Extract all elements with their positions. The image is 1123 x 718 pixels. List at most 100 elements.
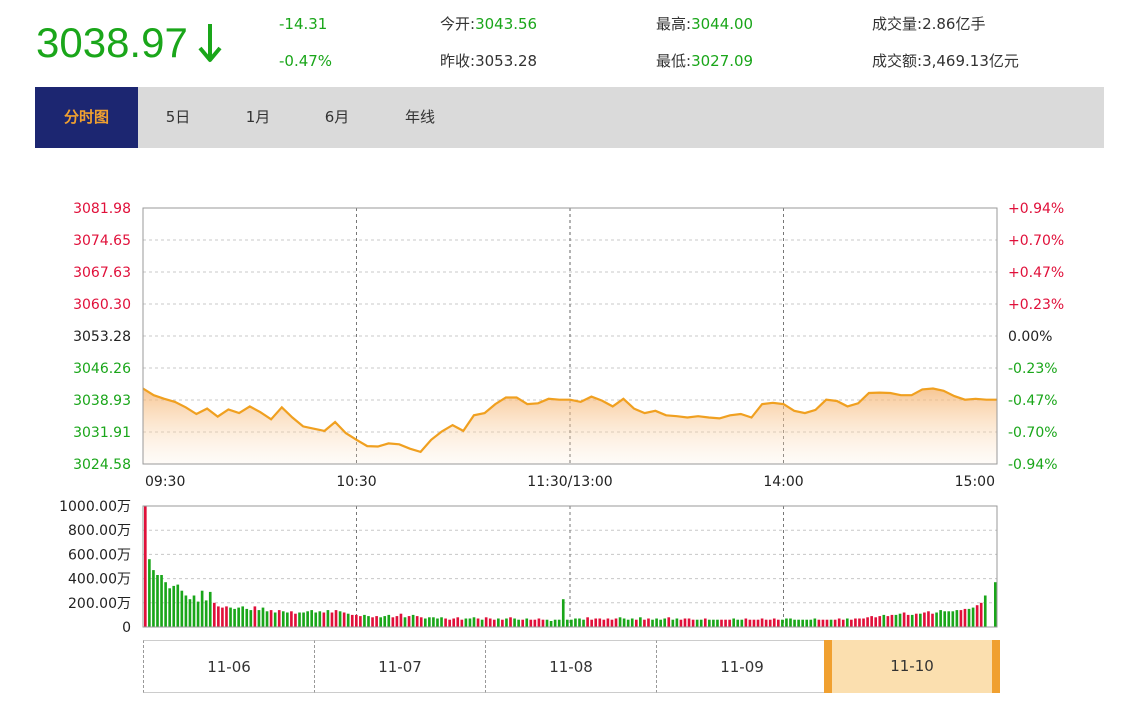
volume-bar [200,590,204,627]
volume-bar [269,610,273,627]
volume-bar [440,617,443,627]
change-percent: -0.47% [279,52,333,70]
volume-bar [570,619,573,627]
volume-bar [594,618,598,627]
percent-axis-tick: -0.94% [1008,457,1058,473]
volume-bar [951,611,955,627]
tab-yearly[interactable]: 年线 [404,108,435,126]
volume-axis-tick: 0 [122,620,131,636]
volume-bar [249,610,253,627]
volume-bar [606,618,610,627]
time-axis-tick: 09:30 [145,474,185,490]
price-axis-tick: 3038.93 [73,393,131,409]
volume-bar [947,611,951,627]
volume-bar [882,614,886,627]
volume-bar [517,619,520,627]
volume-bar [294,613,297,627]
open-price: 今开:3043.56 [440,15,538,33]
volume-bar [614,618,618,627]
volume-bar [290,611,293,627]
volume-bar [927,611,930,627]
volume-bar [667,617,671,627]
volume-bar [302,612,305,627]
volume-bar [716,619,719,627]
volume-bar [403,617,407,627]
tab-5-day[interactable]: 5日 [165,108,191,126]
tab-1-month[interactable]: 1月 [245,108,271,126]
volume-bar [387,614,391,627]
volume-bar [355,614,358,627]
volume-bar [521,619,525,627]
volume-bar [574,618,577,627]
volume-bar [870,616,873,627]
date-cell-1[interactable]: 11-06 [143,640,314,693]
percent-axis-tick: +0.70% [1008,233,1064,249]
volume-bar [939,610,942,627]
date-cell-selected[interactable]: 11-10 [824,640,1000,693]
volume-bar [383,616,387,627]
volume-bar [371,617,374,627]
volume-bar [898,613,902,627]
volume-bar [586,617,589,627]
volume-bar [967,608,971,627]
volume-bar [436,618,439,627]
volume-stat: 成交量:2.86亿手 [872,15,986,33]
volume-bar [712,619,715,627]
volume-bar [858,618,861,627]
price-axis-tick: 3081.98 [73,201,131,217]
date-cell-3[interactable]: 11-08 [485,640,656,693]
tab-6-month[interactable]: 6月 [324,108,350,126]
volume-bar [797,619,800,627]
volume-bar [971,607,975,627]
volume-bar [935,612,938,627]
volume-bar [793,619,796,627]
percent-axis-tick: +0.47% [1008,265,1064,281]
price-axis-tick: 3067.63 [73,265,131,281]
volume-bar [655,618,658,627]
volume-bar [983,595,987,627]
volume-bar [419,617,423,627]
volume-bar [314,612,318,627]
volume-bar [529,619,533,627]
volume-bar [318,611,322,627]
volume-bar [379,617,382,627]
volume-bar [639,617,642,627]
volume-bar [241,606,245,627]
volume-bar [505,618,508,627]
volume-bar [265,611,269,627]
intraday-price-chart: 3081.98 +0.94% 3074.65 +0.70% 3067.63 +0.47% 3… [73,201,1064,490]
price-axis-tick: 3024.58 [73,457,131,473]
volume-bar [955,610,959,627]
high-price: 最高:3044.00 [656,15,754,33]
volume-bar [553,619,557,627]
date-cell-2[interactable]: 11-07 [314,640,485,693]
date-navigator: 11-06 11-07 11-08 11-09 11-10 [143,640,1000,693]
tab-intraday[interactable]: 分时图 [35,87,138,148]
volume-bar [764,619,768,627]
volume-bar [464,618,468,627]
volume-bar [874,617,878,627]
volume-bar [732,618,736,627]
volume-axis-tick: 600.00万 [68,547,131,563]
volume-bar [217,606,220,627]
volume-bar [902,612,906,627]
volume-bar [618,617,622,627]
volume-bar [277,610,281,627]
volume-bar [192,595,196,627]
chart-tab-bar: 分时图 5日 1月 6月 年线 [35,87,1104,148]
volume-bar [501,619,504,627]
volume-bar [180,590,184,627]
date-cell-4[interactable]: 11-09 [656,640,827,693]
volume-axis-tick: 400.00万 [68,572,131,588]
volume-bar [533,619,537,627]
volume-bar [578,618,581,627]
percent-axis-tick: -0.23% [1008,361,1058,377]
volume-bar [602,619,606,627]
price-axis-tick: 3074.65 [73,233,131,249]
volume-bar [399,613,403,627]
volume-bar [391,617,395,627]
volume-bar [164,582,167,627]
volume-bar [622,618,626,627]
volume-bar [683,618,687,627]
volume-bar [375,616,378,627]
